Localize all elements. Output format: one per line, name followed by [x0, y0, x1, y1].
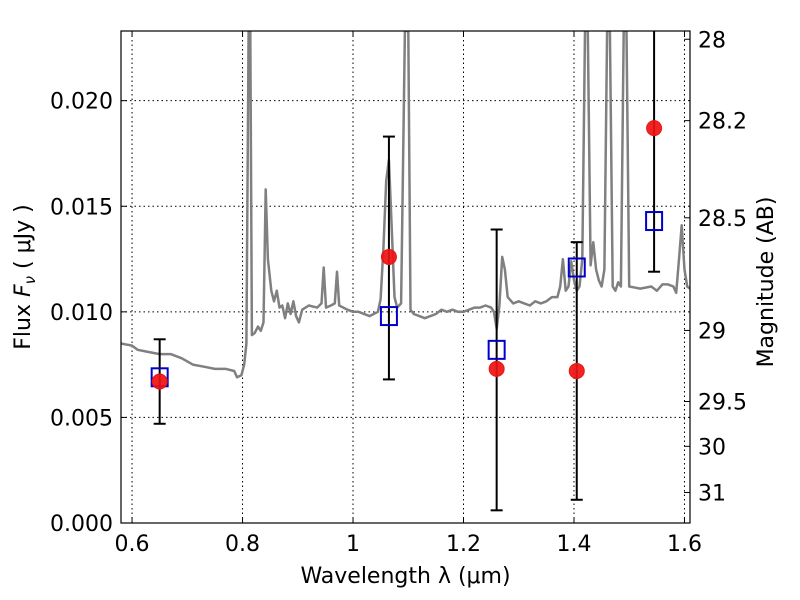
right-axis-label: Magnitude (AB) [754, 197, 779, 368]
y-tick-label: 0.020 [50, 90, 113, 115]
y-axis-label-subscript: ν [21, 276, 39, 284]
x-tick-label: 0.8 [225, 532, 260, 557]
y-axis-label-suffix: ( μJy ) [11, 204, 36, 276]
right-tick-label: 30 [698, 435, 726, 460]
y-tick-label: 0.000 [50, 512, 113, 537]
observed-point [380, 248, 397, 265]
x-axis-label: Wavelength λ (μm) [300, 564, 510, 589]
model-spectrum-layer [121, 31, 690, 379]
data-markers [150, 120, 664, 390]
y-axis-label: Flux Fν ( μJy ) [11, 204, 39, 349]
observed-point [646, 120, 663, 137]
right-tick-label: 28.2 [698, 110, 747, 135]
grid [121, 31, 690, 524]
tick-labels: 0.6 0.8 1 1.2 1.4 1.6 0.000 0.005 0.010 0.015 0.02… [50, 28, 747, 557]
observed-point [568, 362, 585, 379]
x-tick-label: 0.6 [115, 532, 150, 557]
y-tick-label: 0.010 [50, 301, 113, 326]
x-tick-label: 1.6 [667, 532, 702, 557]
model-spectrum-line [121, 31, 690, 379]
y-tick-label: 0.015 [50, 195, 113, 220]
right-tick-label: 28 [698, 28, 726, 53]
observed-point [488, 360, 505, 377]
right-tick-label: 29.5 [698, 390, 747, 415]
y-axis-label-prefix: Flux [11, 297, 36, 350]
plot-frame [120, 30, 691, 524]
observed-point [151, 373, 168, 390]
model-photometry-square [567, 257, 586, 278]
model-photometry-square [645, 211, 664, 232]
y-axis-label-symbol: F [11, 284, 36, 297]
model-photometry-square [379, 306, 398, 327]
x-tick-label: 1 [346, 532, 360, 557]
model-photometry-square [487, 339, 506, 360]
right-tick-label: 28.5 [698, 207, 747, 232]
right-tick-label: 31 [698, 481, 726, 506]
right-tick-label: 29 [698, 319, 726, 344]
y-tick-label: 0.005 [50, 406, 113, 431]
x-tick-label: 1.4 [556, 532, 591, 557]
axis-ticks [121, 31, 690, 524]
x-tick-label: 1.2 [446, 532, 481, 557]
